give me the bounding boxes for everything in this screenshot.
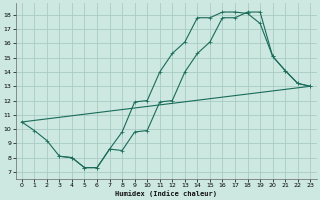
X-axis label: Humidex (Indice chaleur): Humidex (Indice chaleur)	[115, 190, 217, 197]
